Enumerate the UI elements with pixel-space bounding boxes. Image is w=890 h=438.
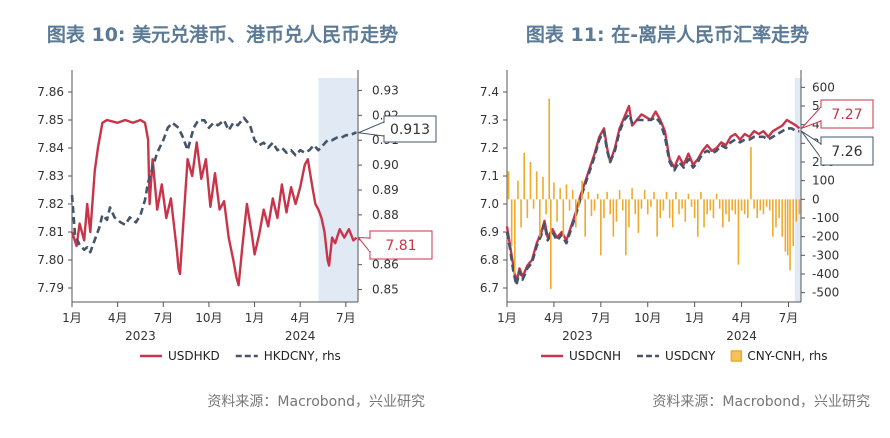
x-year-label: 2023 [125,329,156,343]
callout-label: 7.27 [831,107,862,123]
y-left-tick-label: 7.86 [37,85,64,99]
chart-source: 资料来源：Macrobond，兴业研究 [652,394,870,410]
x-tick-label: 1月 [62,311,82,325]
legend-label: CNY-CNH, rhs [747,349,827,363]
x-tick-label: 1月 [685,311,705,325]
chart-panel-usdhkd-hkdcny: 图表 10: 美元兑港币、港币兑人民币走势 7.79 7.80 7.81 7.82 7.… [37,24,437,410]
y-right-tick-label: -500 [812,286,839,300]
chart-title: 图表 10: 美元兑港币、港币兑人民币走势 [46,24,399,46]
x-tick-label: 1月 [245,311,265,325]
y-right-tick-label: 600 [812,80,835,94]
x-tick-label: 7月 [779,311,799,325]
callout-label: 7.26 [831,144,862,160]
chart-panel-cnh-cny: 图表 11: 在-离岸人民币汇率走势 6.7 6.8 6.9 7.0 7.1 7.2 7.3… [445,0,890,438]
shaded-region [318,78,358,302]
x-year-label: 2024 [285,329,316,343]
x-tick-label: 1月 [497,311,517,325]
y-right-tick-label: -400 [812,267,839,281]
series-line-usdcnh [505,104,801,284]
y-right-tick-label: 0.90 [372,158,399,172]
y-right-tick-label: 0.85 [372,283,399,297]
y-left-tick-label: 7.80 [37,253,64,267]
x-tick-label: 7月 [153,311,173,325]
x-tick-label: 7月 [591,311,611,325]
callout-pointer [356,121,385,137]
y-left-tick-label: 7.2 [480,141,499,155]
x-tick-label: 10月 [195,311,222,325]
x-tick-label: 4月 [290,311,310,325]
y-right-tick-label: 0.93 [372,83,399,97]
series-line-usdcny [505,113,800,287]
y-left-tick-label: 7.3 [480,113,499,127]
callout-box [383,115,437,143]
legend-swatch [730,350,743,362]
chart-cnh-cny: 6.7 6.8 6.9 7.0 7.1 7.2 7.3 7.4 -500 -400 -300 -200… [480,70,874,363]
callout-box [369,230,433,260]
y-right-tick-label: 0.89 [372,183,399,197]
y-left-tick-label: 7.0 [480,197,499,211]
y-left-tick-label: 6.8 [480,253,499,267]
x-tick-label: 4月 [732,311,752,325]
chart-source: 资料来源：Macrobond，兴业研究 [207,394,425,410]
y-right-tick-label: 0.86 [372,258,399,272]
y-left-tick-label: 7.85 [37,113,64,127]
shaded-region [794,78,801,302]
y-left-tick-label: 7.4 [480,85,499,99]
y-right-tick-label: 0 [812,192,820,206]
chart-usdhkd-hkdcny: 7.79 7.80 7.81 7.82 7.83 7.84 7.85 7.86 0.85 0.86… [37,70,437,363]
chart-title: 图表 11: 在-离岸人民币汇率走势 [525,24,810,46]
series-line-usdhkd [70,118,358,287]
legend-label: HKDCNY, rhs [264,349,341,363]
x-tick-label: 10月 [634,311,661,325]
legend-label: USDCNY [665,349,716,363]
y-right-tick-label: -300 [812,248,839,262]
y-right-tick-label: -200 [812,230,839,244]
y-right-tick-label: -100 [812,211,839,225]
y-left-tick-label: 7.83 [37,169,64,183]
x-year-label: 2024 [726,329,757,343]
y-left-tick-label: 6.7 [480,281,499,295]
y-left-tick-label: 7.82 [37,197,64,211]
y-right-tick-label: 0.88 [372,208,399,222]
callout-label: 7.81 [385,238,416,254]
y-left-tick-label: 7.1 [480,169,499,183]
series-line-hkdcny [70,116,357,254]
legend-label: USDCNH [569,349,621,363]
callout-pointer [801,130,822,160]
x-tick-label: 7月 [336,311,356,325]
y-left-tick-label: 6.9 [480,225,499,239]
y-left-tick-label: 7.84 [37,141,64,155]
y-left-tick-label: 7.79 [37,281,64,295]
callout-box [820,136,874,166]
y-left-tick-label: 7.81 [37,225,64,239]
legend-label: USDHKD [168,349,220,363]
callout-pointer [357,237,371,254]
y-right-tick-label: 100 [812,174,835,188]
x-tick-label: 4月 [108,311,128,325]
x-tick-label: 4月 [544,311,564,325]
x-year-label: 2023 [562,329,593,343]
callout-label: 0.913 [390,122,430,138]
